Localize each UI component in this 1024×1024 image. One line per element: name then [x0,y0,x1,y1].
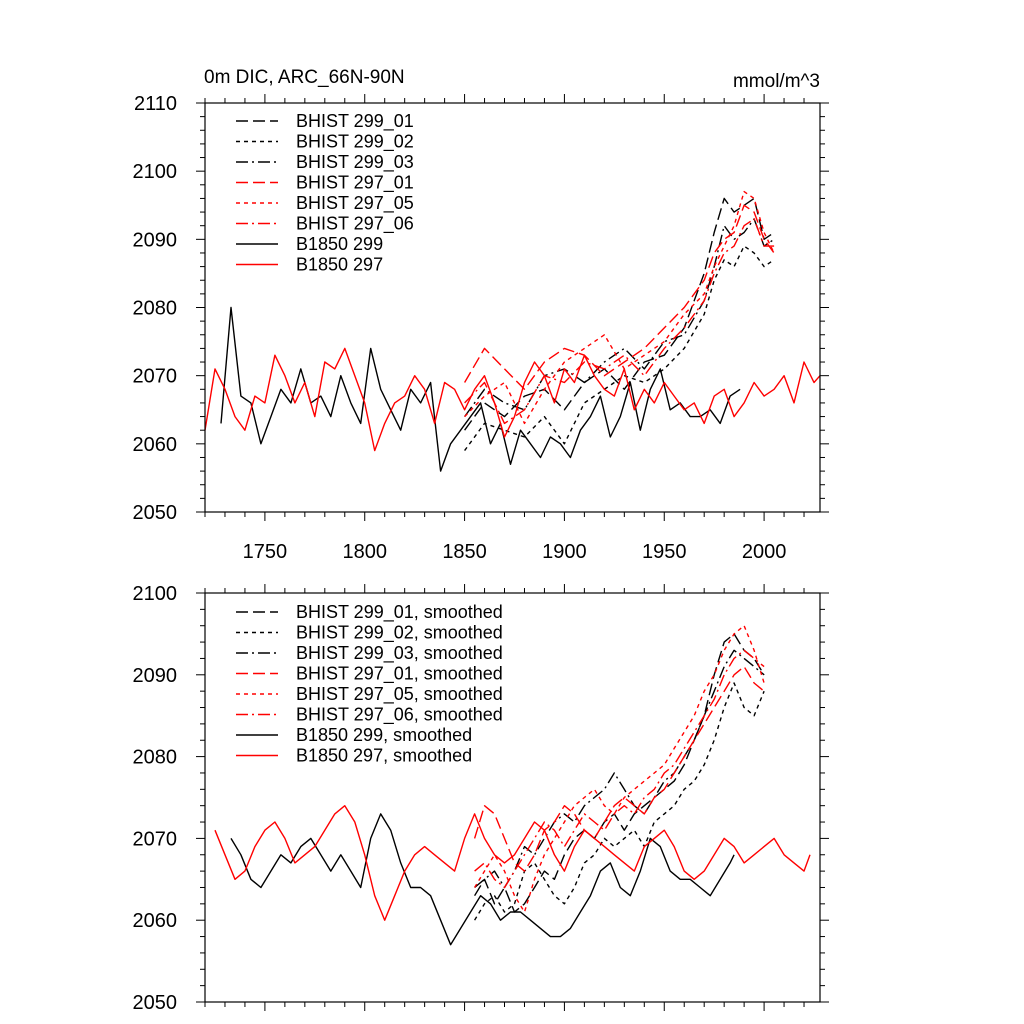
bottom-legend-label-4: BHIST 297_01, smoothed [296,664,503,685]
top-series-layer [204,190,821,472]
top-series-line-6 [464,218,775,425]
top-legend-label-7: B1850 299 [296,234,383,254]
top-legend-label-4: BHIST 297_01 [296,173,414,194]
units-label: mmol/m^3 [733,71,820,92]
top-x-tick-label: 1750 [243,541,288,563]
bottom-legend-label-5: BHIST 297_05, smoothed [296,684,503,705]
top-x-tick-label: 1900 [542,541,587,563]
bottom-panel: 2050 2060 2070 2080 2090 2100 BHIST 299_01, s… [133,583,829,1014]
top-series-line-8 [204,347,821,452]
top-y-tick-label: 2050 [133,502,178,524]
top-legend-label-8: B1850 297 [296,255,383,275]
top-panel: 1750 1800 1850 1900 1950 2000 2050 2060 2070 2080… [133,93,829,563]
top-x-tick-label: 1800 [342,541,387,563]
top-ticks: 1750 1800 1850 1900 1950 2000 2050 2060 2070 2080… [133,93,829,563]
top-y-tick-label: 2080 [133,298,178,320]
top-legend-label-2: BHIST 299_02 [296,132,414,153]
bottom-series-line-6 [474,649,765,889]
top-y-tick-label: 2110 [134,93,177,115]
top-y-tick-label: 2100 [133,161,178,183]
bottom-legend-label-6: BHIST 297_06, smoothed [296,705,503,726]
top-y-tick-label: 2070 [133,366,178,388]
bottom-series-line-5 [474,625,765,913]
top-legend-label-5: BHIST 297_05 [296,193,414,214]
bottom-series-line-8 [214,805,811,921]
top-series-line-1 [464,197,775,431]
top-x-tick-label: 2000 [742,541,787,563]
bottom-y-tick-label: 2070 [133,828,178,850]
top-y-tick-label: 2090 [133,229,178,251]
bottom-ticks: 2050 2060 2070 2080 2090 2100 [133,583,829,1014]
bottom-series-layer [214,625,811,946]
top-x-tick-label: 1850 [442,541,487,563]
top-legend-label-3: BHIST 299_03 [296,152,414,173]
top-x-tick-label: 1950 [642,541,687,563]
top-series-line-3 [464,218,775,418]
bottom-y-tick-label: 2060 [133,910,178,932]
chart-title: 0m DIC, ARC_66N-90N [204,67,405,88]
bottom-series-line-4 [473,665,765,872]
bottom-legend-label-3: BHIST 299_03, smoothed [296,643,503,664]
bottom-plot-frame [204,592,821,1003]
bottom-legend-label-7: B1850 299, smoothed [296,725,472,745]
bottom-y-tick-label: 2090 [133,665,178,687]
top-y-tick-label: 2060 [133,434,178,456]
bottom-series-line-7 [230,813,735,946]
top-series-line-2 [464,245,775,452]
top-series-line-4 [463,204,775,390]
bottom-legend-label-8: B1850 297, smoothed [296,746,472,766]
bottom-series-line-3 [474,649,765,889]
bottom-series-line-2 [474,682,765,921]
top-legend-label-6: BHIST 297_06 [296,214,414,235]
bottom-legend-label-2: BHIST 299_02, smoothed [296,623,503,644]
bottom-y-tick-label: 2080 [133,747,178,769]
top-series-line-5 [464,190,775,425]
top-legend-label-1: BHIST 299_01 [296,111,414,132]
bottom-y-tick-label: 2100 [133,583,178,605]
bottom-legend-label-1: BHIST 299_01, smoothed [296,602,503,623]
bottom-y-tick-label: 2050 [133,992,178,1014]
